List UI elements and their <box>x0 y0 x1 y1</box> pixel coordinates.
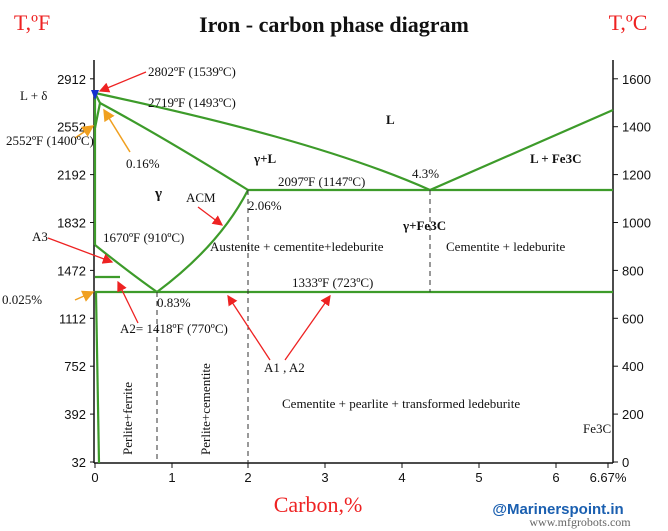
watermark: www.mfgrobots.com <box>529 515 631 529</box>
label: 2802ºF (1539ºC) <box>148 64 236 79</box>
y-tick-label: 392 <box>64 407 86 422</box>
y-tick-label: 1200 <box>622 168 651 183</box>
x-tick-label: 6 <box>552 470 559 485</box>
x-tick-label: 6.67% <box>590 470 627 485</box>
y-tick-label: 32 <box>72 455 86 470</box>
x-tick-label: 1 <box>168 470 175 485</box>
x-tick-label: 2 <box>244 470 251 485</box>
label: L + Fe3C <box>530 151 581 166</box>
y-tick-label: 1400 <box>622 120 651 135</box>
y-tick-label: 2192 <box>57 168 86 183</box>
label: Cementite + ledeburite <box>446 239 565 254</box>
y-tick-label: 2912 <box>57 72 86 87</box>
label: 2719ºF (1493ºC) <box>148 95 236 110</box>
watermark: @Marinerspoint.in <box>492 501 623 518</box>
y-tick-label: 1832 <box>57 216 86 231</box>
label: 0.16% <box>126 156 160 171</box>
y-tick-label: 1000 <box>622 216 651 231</box>
y-tick-label: 400 <box>622 359 644 374</box>
y-tick-label: 800 <box>622 263 644 278</box>
y-tick-label: 200 <box>622 407 644 422</box>
delta-marker <box>91 90 99 100</box>
label: Perlite+ferrite <box>120 382 135 455</box>
label: Perlite+cementite <box>198 363 213 455</box>
label: A3 <box>32 229 48 244</box>
x-tick-label: 4 <box>398 470 405 485</box>
x-tick-label: 3 <box>321 470 328 485</box>
label: 0.025% <box>2 292 42 307</box>
arrows <box>47 71 331 361</box>
x-tick-label: 0 <box>91 470 98 485</box>
y-tick-label: 0 <box>622 455 629 470</box>
label: 1333ºF (723ºC) <box>292 275 373 290</box>
label: A2= 1418ºF (770ºC) <box>120 321 228 336</box>
label: L + δ <box>20 88 47 103</box>
right-unit: T,ºC <box>609 10 648 35</box>
x-tick-label: 5 <box>475 470 482 485</box>
y-tick-label: 752 <box>64 359 86 374</box>
label: γ+Fe3C <box>402 218 446 233</box>
label: 2.06% <box>248 198 282 213</box>
label: 2097ºF (1147ºC) <box>278 174 365 189</box>
y-tick-label: 1112 <box>59 311 86 326</box>
label: A1 , A2 <box>264 360 305 375</box>
y-tick-label: 1472 <box>57 263 86 278</box>
label: ACM <box>186 190 216 205</box>
label: 0.83% <box>157 295 191 310</box>
label: Austenite + cementite+ledeburite <box>210 239 384 254</box>
label: Cementite + pearlite + transformed ledeb… <box>282 396 520 411</box>
x-label: Carbon,% <box>274 492 363 517</box>
y-tick-label: 600 <box>622 311 644 326</box>
label: 4.3% <box>412 166 439 181</box>
label: 2552ºF (1400ºC) <box>6 133 94 148</box>
y-tick-label: 1600 <box>622 72 651 87</box>
label: 1670ºF (910ºC) <box>103 230 184 245</box>
title: Iron - carbon phase diagram <box>199 12 469 37</box>
ticks: 3239275211121472183221922552291202004006… <box>57 72 651 485</box>
y-tick-label: 2552 <box>57 120 86 135</box>
left-unit: T,ºF <box>14 10 50 35</box>
label: γ <box>154 186 162 202</box>
label: γ+L <box>253 151 276 166</box>
label: Fe3C <box>583 421 611 436</box>
annotations: 2802ºF (1539ºC) L + δ 2719ºF (1493ºC) 25… <box>2 64 611 455</box>
label: L <box>386 112 395 127</box>
